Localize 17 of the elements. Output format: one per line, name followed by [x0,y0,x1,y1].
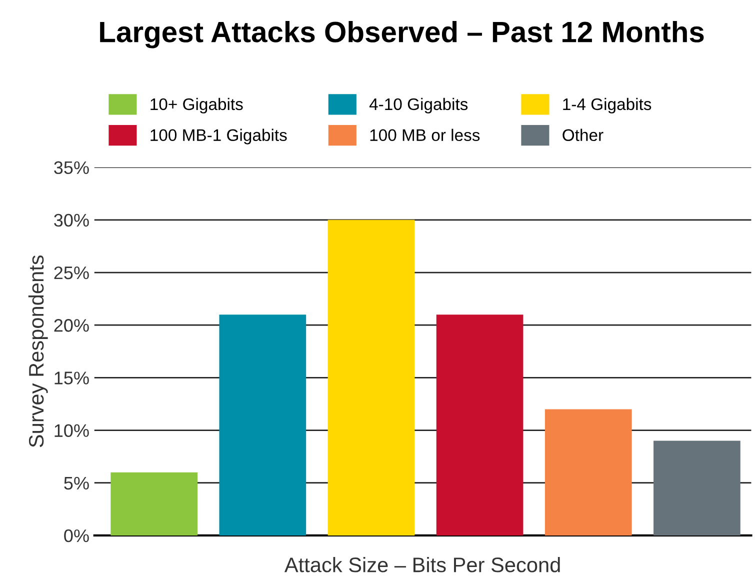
y-tick-label: 25% [54,266,89,280]
y-axis-title: Survey Respondents [28,255,48,448]
x-axis-title: Attack Size – Bits Per Second [284,556,560,572]
y-tick-label: 30% [54,214,89,227]
legend-label: 1-4 Gigabits [563,98,652,114]
y-tick-label: 35% [54,161,89,174]
y-tick-label: 10% [54,424,89,437]
legend-label: 10+ Gigabits [150,98,243,114]
legend-label: 100 MB-1 Gigabits [150,128,287,144]
chart-title: Largest Attacks Observed – Past 12 Months [100,20,704,48]
legend-label: 4-10 Gigabits [369,98,468,114]
legend-label: Other [562,128,604,142]
y-tick-label: 5% [64,476,89,490]
y-tick-label: 0% [64,529,89,542]
y-tick-label: 20% [54,319,89,332]
y-tick-label: 15% [54,372,89,384]
legend-label: 100 MB or less [370,128,480,142]
